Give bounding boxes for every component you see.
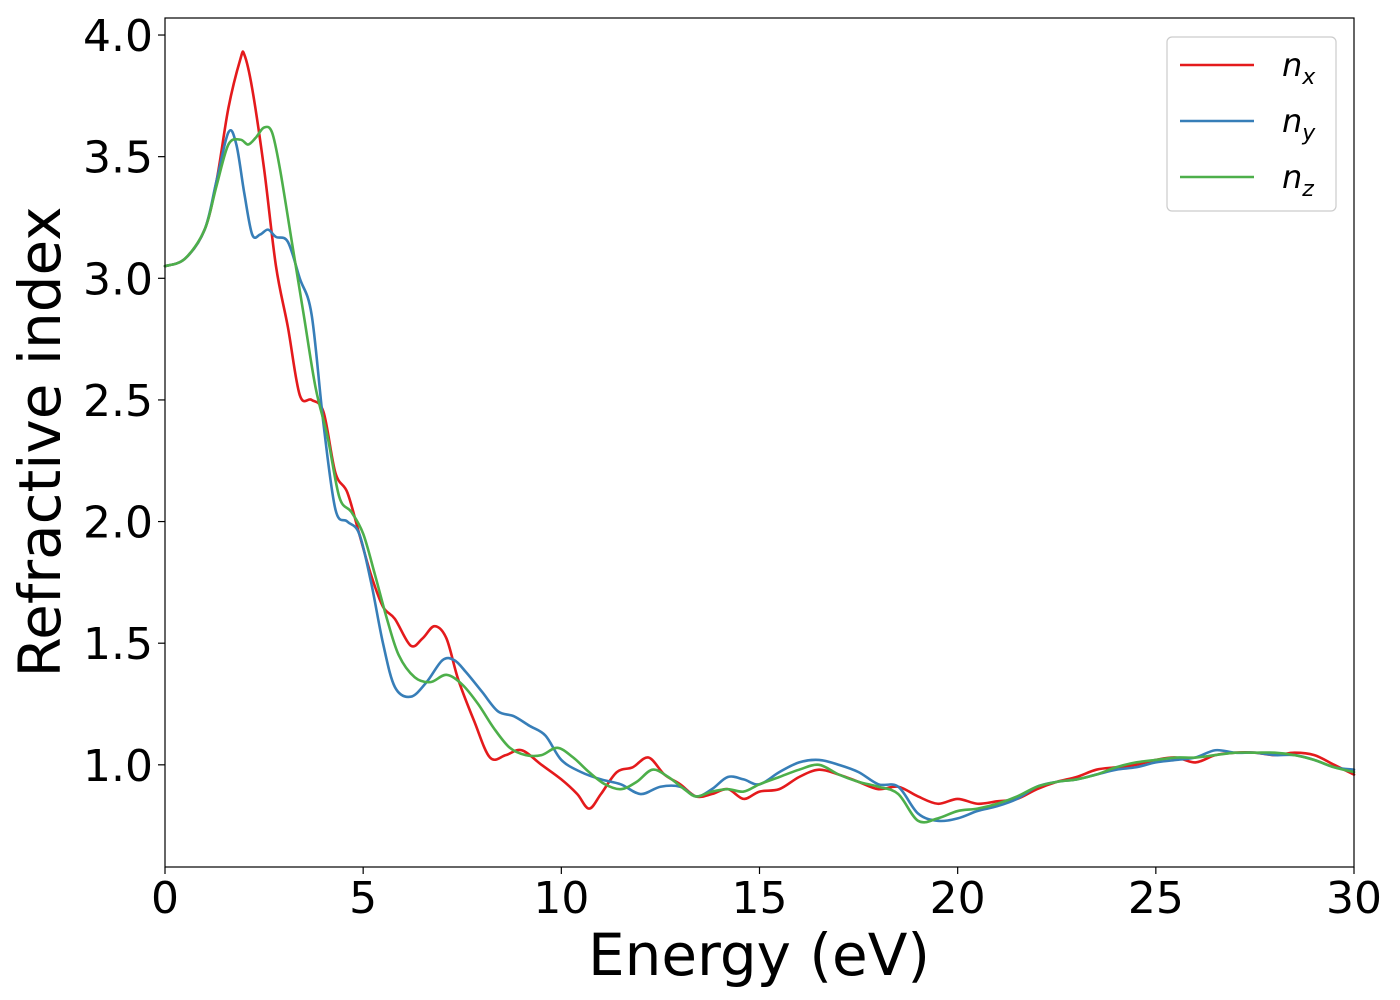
y-axis-title: Refractive index [6,206,74,677]
y-axis-ticks: 1.0 1.5 2.0 2.5 3.0 3.5 4.0 [83,11,165,792]
y-tick-label: 2.0 [83,498,153,549]
x-axis-ticks: 0 5 10 15 20 25 30 [151,867,1382,924]
x-tick-label: 20 [930,873,986,924]
y-tick-label: 1.5 [83,619,153,670]
x-tick-label: 15 [732,873,788,924]
series-line-ny [163,128,1356,823]
y-tick-label: 3.5 [83,133,153,184]
x-axis-title: Energy (eV) [588,921,930,989]
series-line-nz [163,125,1356,824]
y-tick-label: 3.0 [83,254,153,305]
x-tick-label: 30 [1326,873,1382,924]
legend-box [1166,36,1337,212]
x-tick-label: 5 [349,873,377,924]
x-tick-label: 0 [151,873,179,924]
x-tick-label: 25 [1128,873,1184,924]
plot-lines [163,50,1356,824]
y-tick-label: 1.0 [83,741,153,792]
y-tick-label: 2.5 [83,376,153,427]
x-tick-label: 10 [533,873,589,924]
y-tick-label: 4.0 [83,11,153,62]
